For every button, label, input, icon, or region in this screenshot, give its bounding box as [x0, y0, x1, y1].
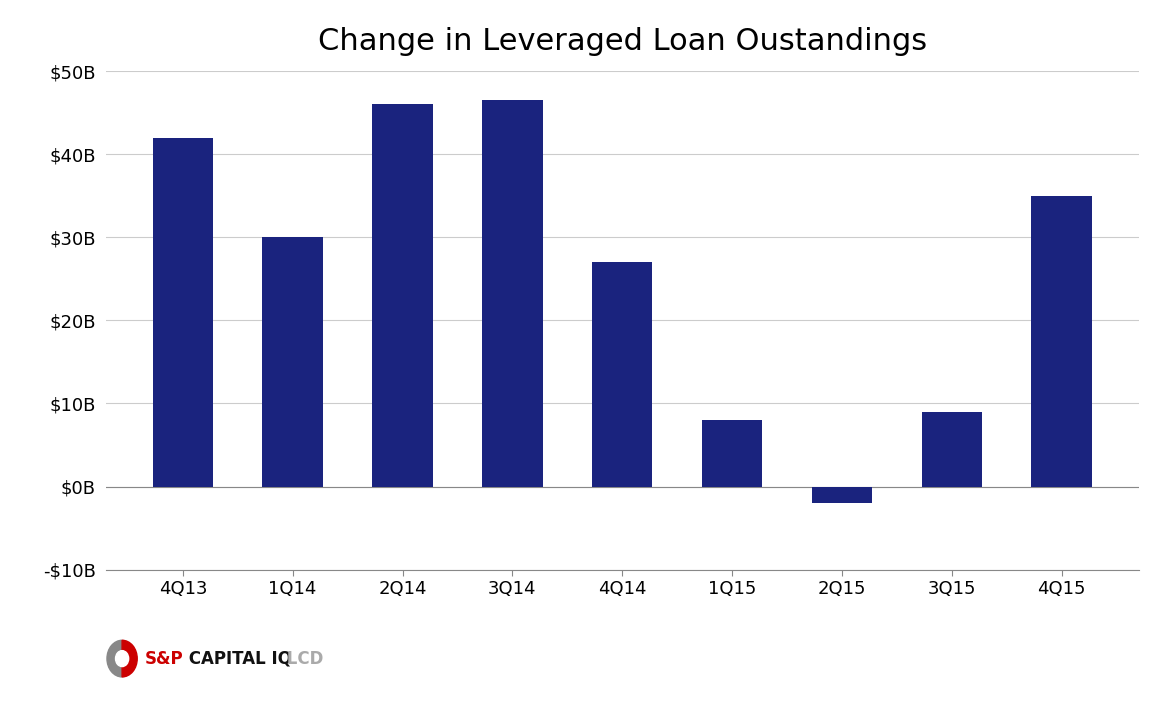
Bar [372, 105, 433, 486]
Text: CAPITAL IQ: CAPITAL IQ [183, 649, 292, 668]
Circle shape [115, 651, 129, 666]
Wedge shape [122, 640, 137, 677]
Bar [922, 412, 981, 486]
Bar [592, 262, 653, 486]
Wedge shape [107, 640, 122, 677]
Bar [483, 100, 542, 486]
Text: LCD: LCD [281, 649, 323, 668]
Bar [811, 486, 872, 503]
Text: S&P: S&P [144, 649, 183, 668]
Bar [702, 420, 762, 486]
Bar [263, 237, 323, 486]
Bar [153, 137, 212, 486]
Bar [1032, 196, 1092, 486]
Title: Change in Leveraged Loan Oustandings: Change in Leveraged Loan Oustandings [318, 27, 926, 56]
